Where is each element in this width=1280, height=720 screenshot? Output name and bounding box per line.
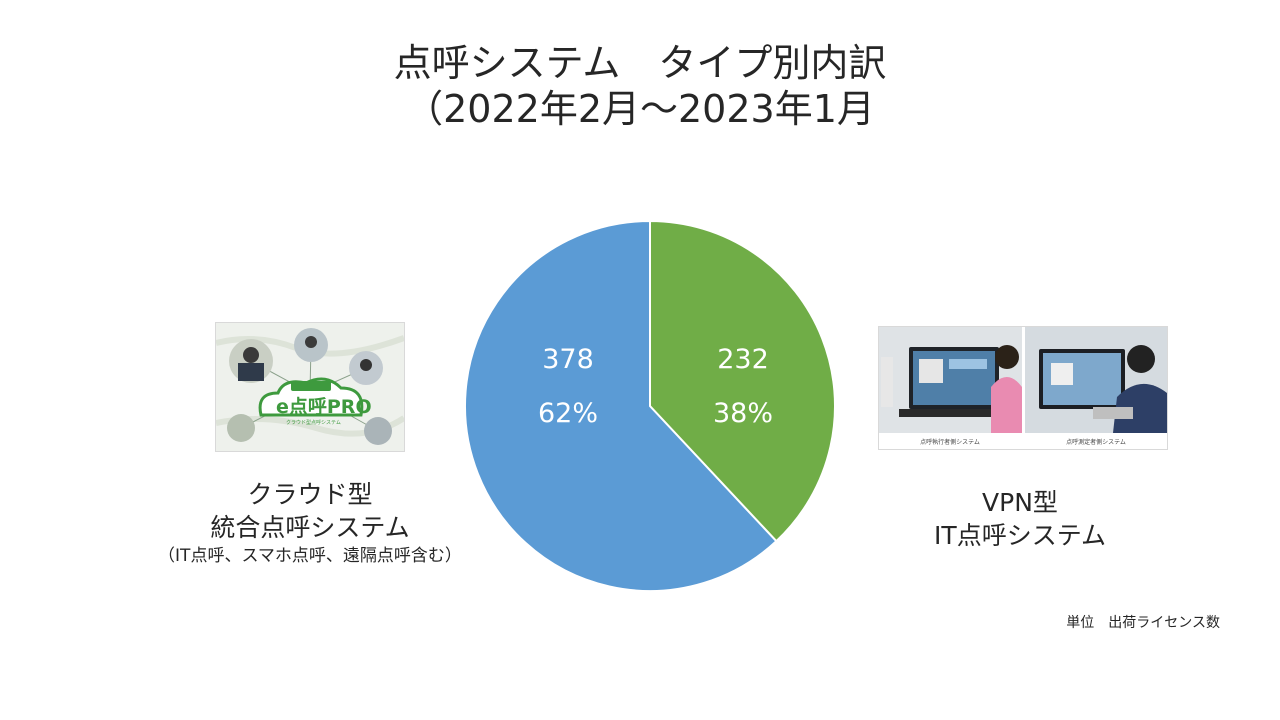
chart-title-line-1: 点呼システム タイプ別内訳 xyxy=(393,41,887,85)
cloud-category-line-1: クラウド型 xyxy=(247,480,373,509)
unit-note: 単位 出荷ライセンス数 xyxy=(1066,615,1220,631)
pie-slice-cloud xyxy=(464,219,778,592)
cloud-category-subtitle: （IT点呼、スマホ点呼、遠隔点呼含む） xyxy=(158,546,462,566)
vpn-image-caption-right: 点呼測定者側システム xyxy=(1066,438,1126,446)
vpn-image-caption-left: 点呼執行者側システム xyxy=(920,438,980,446)
cloud-category-label: クラウド型 統合点呼システム （IT点呼、スマホ点呼、遠隔点呼含む） xyxy=(140,478,480,568)
vpn-system-image: 点呼執行者側システム 点呼測定者側システム xyxy=(878,326,1168,450)
cloud-system-image: e点呼PRO クラウド型点呼システム xyxy=(215,322,405,452)
vpn-category-line-2: IT点呼システム xyxy=(934,521,1106,550)
pie-slice-vpn xyxy=(649,219,836,543)
pie-value-label-cloud: 378 xyxy=(542,344,594,375)
pie-value-label-vpn: 232 xyxy=(717,344,769,375)
product-logo-text: e点呼PRO xyxy=(276,396,372,418)
cloud-category-line-2: 統合点呼システム xyxy=(210,513,410,542)
chart-title: 点呼システム タイプ別内訳 （2022年2月～2023年1月 xyxy=(0,40,1280,132)
vpn-category-line-1: VPN型 xyxy=(982,488,1058,517)
product-logo-subtext: クラウド型点呼システム xyxy=(286,419,341,426)
pie-percent-label-cloud: 62% xyxy=(538,398,598,429)
vpn-category-label: VPN型 IT点呼システム xyxy=(870,486,1170,552)
pie-percent-label-vpn: 38% xyxy=(713,398,773,429)
chart-title-line-2: （2022年2月～2023年1月 xyxy=(405,87,875,131)
